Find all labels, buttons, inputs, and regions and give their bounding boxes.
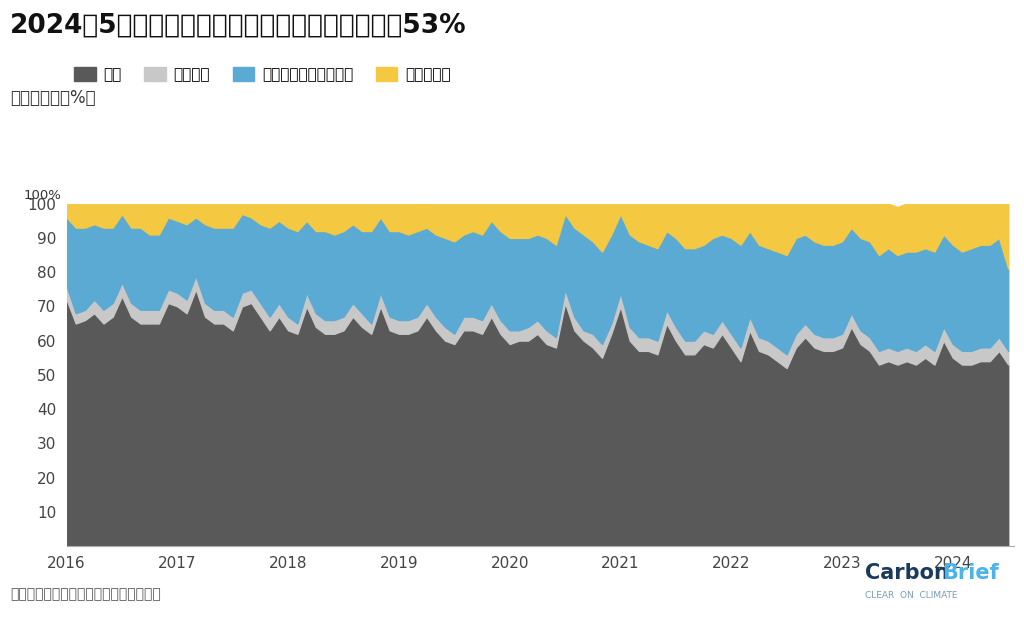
Text: 100%: 100% [24,189,61,202]
Text: 2024年5月，煤电占中国发电量比重降至创纪录的53%: 2024年5月，煤电占中国发电量比重降至创纪录的53% [10,12,467,38]
Text: Carbon: Carbon [865,563,949,583]
Text: Brief: Brief [942,563,998,583]
Text: CLEAR  ON  CLIMATE: CLEAR ON CLIMATE [865,590,957,600]
Legend: 煤电, 燃气发电, 水电、核和生物质发电, 光电和风电: 煤电, 燃气发电, 水电、核和生物质发电, 光电和风电 [74,67,451,83]
Text: 发电量占比（%）: 发电量占比（%） [10,89,96,107]
Text: 来源：中国电力企业联合会、国家统计局: 来源：中国电力企业联合会、国家统计局 [10,587,161,602]
